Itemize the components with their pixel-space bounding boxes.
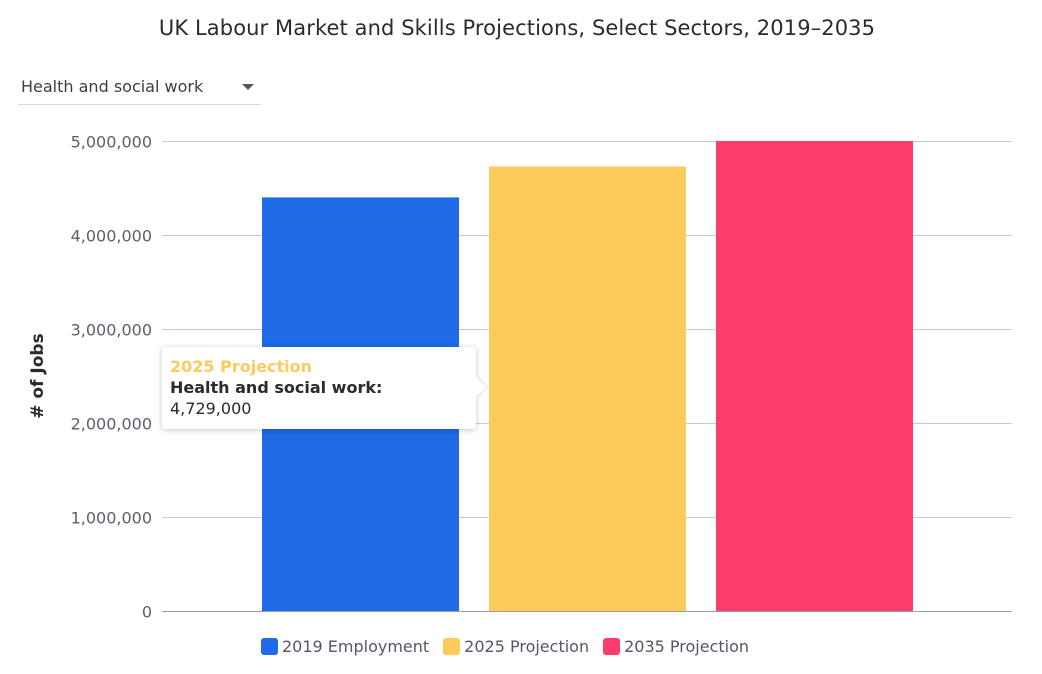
- tooltip-series-name: 2025 Projection: [170, 357, 313, 376]
- y-tick-label: 4,000,000: [71, 227, 152, 246]
- legend-label: 2025 Projection: [464, 637, 590, 656]
- y-tick-label: 0: [142, 603, 152, 622]
- legend-item-2019-employment[interactable]: 2019 Employment: [260, 637, 430, 656]
- bar-2025-projection[interactable]: [489, 166, 686, 611]
- legend-item-2025-projection[interactable]: 2025 Projection: [443, 637, 589, 656]
- sector-dropdown[interactable]: Health and social work: [18, 72, 261, 105]
- y-tick-label: 3,000,000: [71, 321, 152, 340]
- tooltip-category: Health and social work:: [170, 378, 383, 397]
- chart-title: UK Labour Market and Skills Projections,…: [158, 16, 876, 40]
- bar-2035-projection[interactable]: [716, 141, 913, 611]
- chevron-down-icon[interactable]: [242, 84, 254, 90]
- legend-label: 2019 Employment: [281, 637, 430, 656]
- y-tick-label: 5,000,000: [71, 133, 152, 152]
- sector-dropdown-value: Health and social work: [21, 77, 204, 96]
- y-tick-label: 1,000,000: [71, 509, 152, 528]
- tooltip: 2025 Projection Health and social work: …: [162, 347, 476, 429]
- tooltip-value: 4,729,000: [170, 399, 252, 418]
- chart-legend: 2019 Employment 2025 Projection 2035 Proje…: [0, 637, 1010, 656]
- legend-swatch: [443, 638, 461, 655]
- legend-swatch: [603, 638, 621, 655]
- legend-label: 2035 Projection: [624, 637, 750, 656]
- legend-swatch: [260, 638, 278, 655]
- legend-item-2035-projection[interactable]: 2035 Projection: [603, 637, 749, 656]
- y-tick-label: 2,000,000: [71, 415, 152, 434]
